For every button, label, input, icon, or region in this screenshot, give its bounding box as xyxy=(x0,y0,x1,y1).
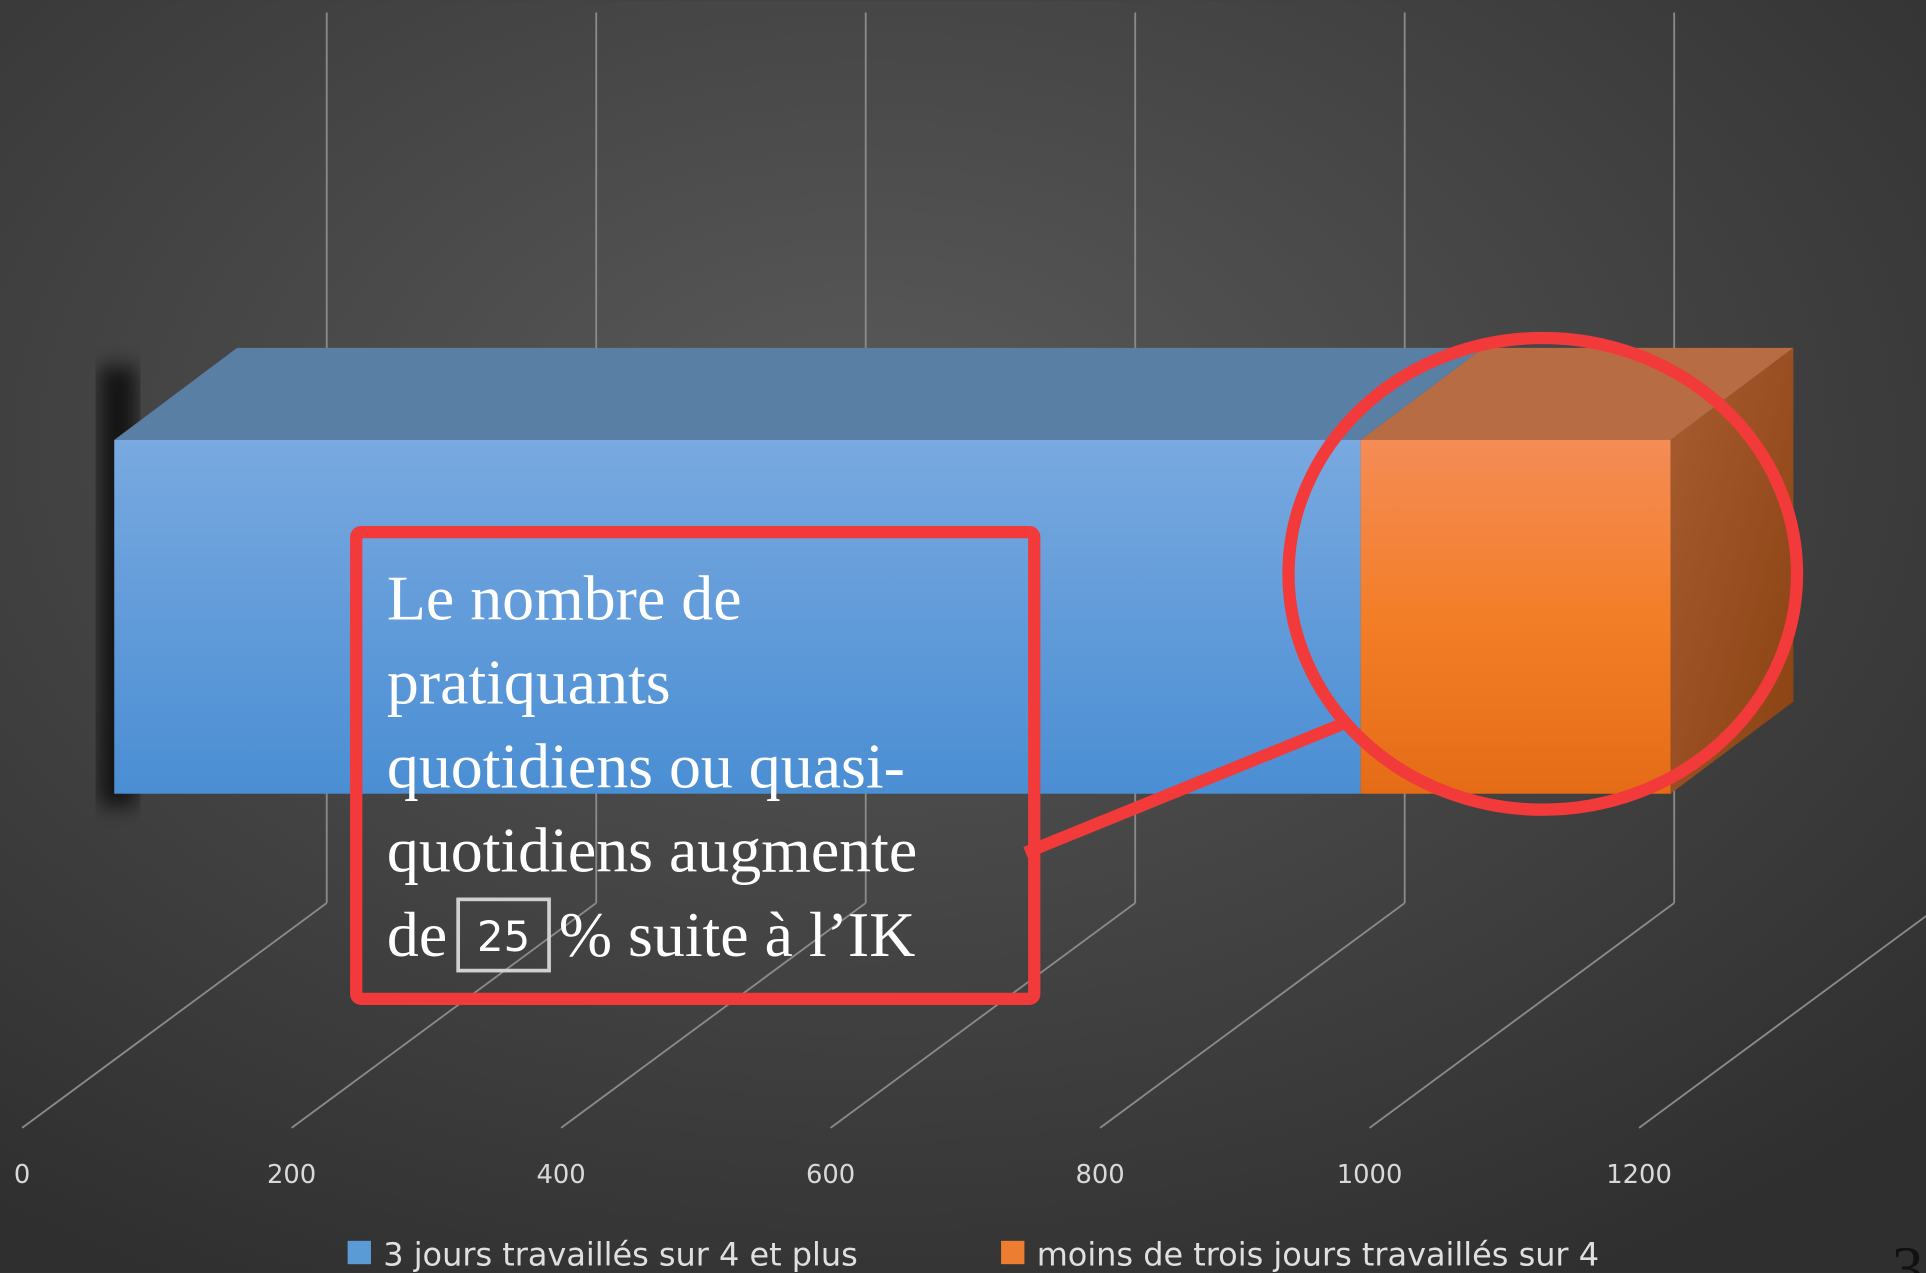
legend-label: 3 jours travaillés sur 4 et plus xyxy=(383,1235,858,1273)
connector xyxy=(1023,716,1349,859)
page-number: 30 xyxy=(1892,1233,1926,1273)
floor-grid-line xyxy=(1369,902,1675,1129)
annotation-frame xyxy=(350,525,1041,1005)
x-tick-label: 200 xyxy=(267,1160,316,1190)
legend-swatch xyxy=(347,1240,371,1265)
annotation-line: pratiquants xyxy=(387,646,671,717)
x-tick-label: 1000 xyxy=(1337,1160,1403,1190)
highlight-circle xyxy=(1282,331,1804,816)
x-tick-label: 800 xyxy=(1075,1160,1124,1190)
floor-grid-line xyxy=(1638,914,1926,1129)
bar xyxy=(1360,439,1671,794)
floor-grid-line xyxy=(560,902,867,1129)
annotation-line: Le nombre de xyxy=(387,562,742,633)
floor-grid-line xyxy=(1099,902,1406,1129)
legend-label: moins de trois jours travaillés sur 4 xyxy=(1037,1235,1599,1273)
bar-top xyxy=(114,347,1484,440)
floor-grid-line xyxy=(291,902,597,1129)
value-box xyxy=(456,897,551,973)
annotation-line: quotidiens augmente xyxy=(387,815,917,886)
legend-swatch xyxy=(1001,1240,1025,1265)
legend: 3 jours travaillés sur 4 et plus moins de… xyxy=(347,1233,1926,1273)
bar-top xyxy=(1360,347,1794,440)
floor-grid-line xyxy=(830,902,1136,1129)
annotation-line: quotidiens ou quasi- xyxy=(387,731,905,802)
annotation: Le nombre de pratiquants quotidiens ou qua… xyxy=(350,331,1804,1005)
annotation-value: 25 xyxy=(477,912,530,961)
x-tick-label: 400 xyxy=(536,1160,585,1190)
x-tick-label: 600 xyxy=(806,1160,855,1190)
bar xyxy=(114,439,1361,794)
floor-grid-line xyxy=(21,902,328,1129)
bars xyxy=(99,347,1794,807)
annotation-suffix: % suite à l’IK xyxy=(559,899,915,970)
annotation-prefix: de xyxy=(387,899,447,970)
x-tick-label: 1200 xyxy=(1606,1160,1672,1190)
x-tick-label: 0 xyxy=(14,1160,30,1190)
